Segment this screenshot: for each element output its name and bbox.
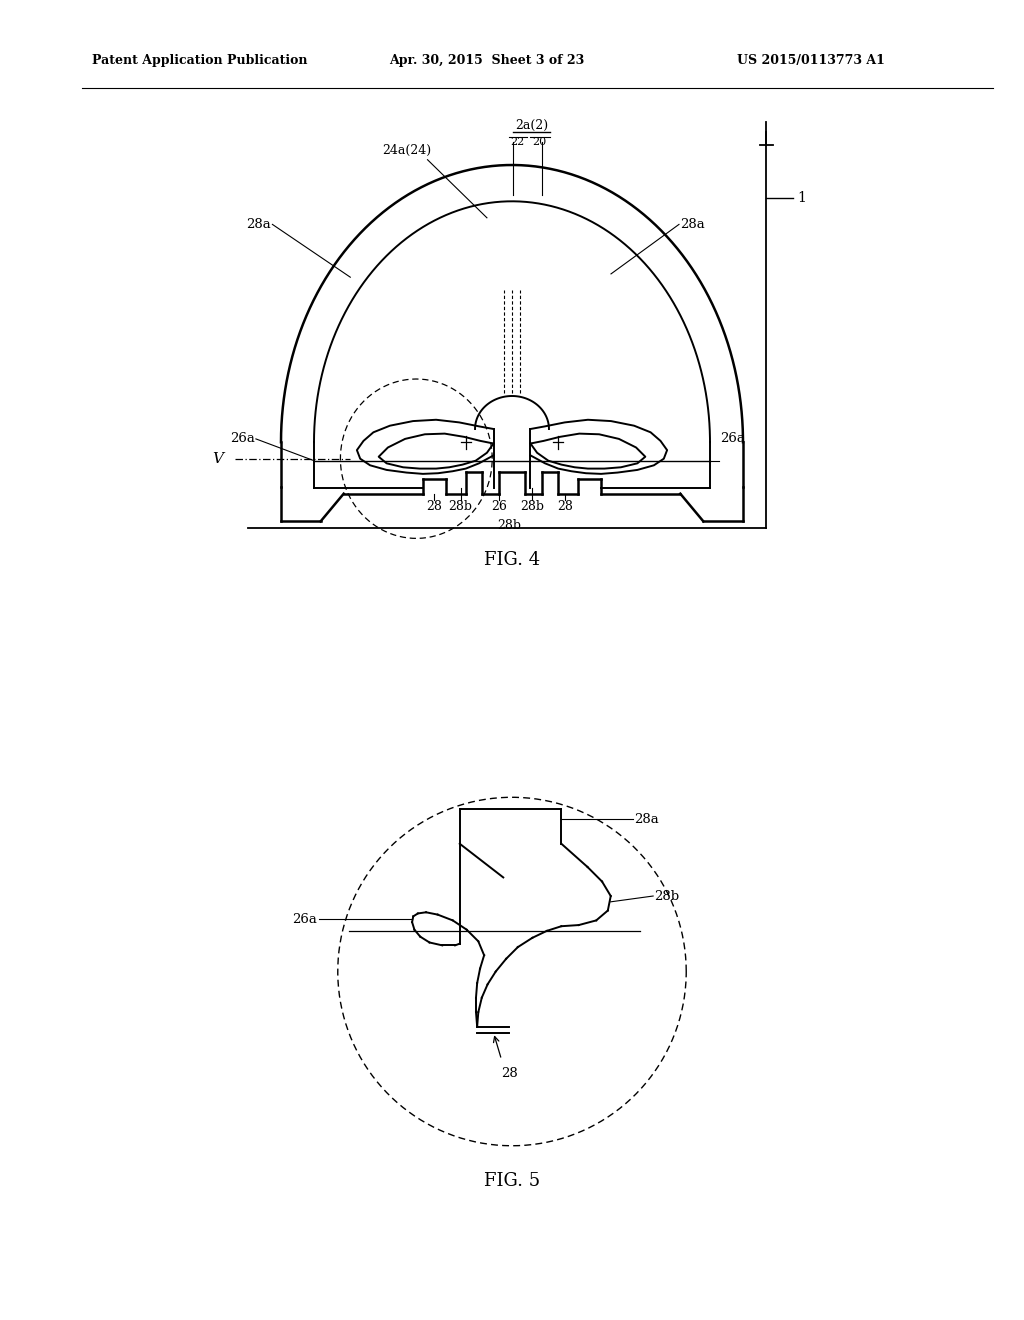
Text: FIG. 4: FIG. 4 — [484, 552, 540, 569]
Text: 24a(24): 24a(24) — [382, 144, 431, 157]
Text: 28a: 28a — [247, 218, 271, 231]
Text: 26a: 26a — [229, 433, 255, 445]
Text: 20: 20 — [532, 137, 547, 148]
Text: Apr. 30, 2015  Sheet 3 of 23: Apr. 30, 2015 Sheet 3 of 23 — [389, 54, 585, 66]
Text: 28a: 28a — [680, 218, 706, 231]
Text: 28: 28 — [557, 500, 572, 513]
Text: 28: 28 — [501, 1068, 517, 1080]
Text: 28b: 28b — [497, 519, 520, 532]
Text: 28b: 28b — [449, 500, 472, 513]
Text: 22: 22 — [510, 137, 524, 148]
Text: US 2015/0113773 A1: US 2015/0113773 A1 — [737, 54, 885, 66]
Text: 28b: 28b — [520, 500, 544, 513]
Text: 28b: 28b — [654, 890, 679, 903]
Text: 28: 28 — [426, 500, 442, 513]
Text: 28a: 28a — [634, 813, 658, 826]
Text: Patent Application Publication: Patent Application Publication — [92, 54, 307, 66]
Text: 26a: 26a — [293, 912, 317, 925]
Text: 2a(2): 2a(2) — [515, 119, 549, 132]
Text: V: V — [212, 451, 223, 466]
Text: 26: 26 — [490, 500, 507, 513]
Text: 1: 1 — [797, 191, 806, 205]
Text: 26a: 26a — [720, 433, 744, 445]
Text: FIG. 5: FIG. 5 — [484, 1172, 540, 1189]
